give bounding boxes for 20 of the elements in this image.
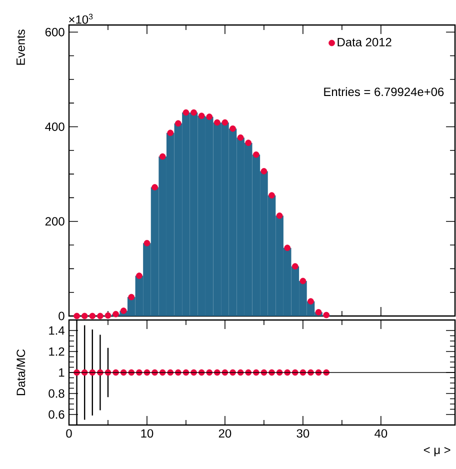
x-tick-label: 30 (296, 429, 310, 438)
y-tick-label: 0.6 (48, 410, 64, 419)
y-tick-label: 200 (45, 217, 64, 226)
x-tick-label: 20 (218, 429, 232, 438)
x-tick-label: 40 (374, 429, 388, 438)
y-tick-label: 1 (59, 368, 64, 377)
x-tick-label: 0 (66, 429, 72, 438)
x-tick-label: 10 (141, 429, 154, 438)
annotation: Entries = 6.79924e+06 (324, 87, 444, 96)
text: ×10$^{3}$ (69, 14, 93, 24)
y-tick-label: 1.2 (49, 347, 64, 356)
y-tick-label: 600 (45, 28, 64, 36)
y-axis-title: Data/MC (16, 349, 26, 396)
y-tick-label: 0 (58, 312, 64, 320)
x-axis-title: < μ > (424, 447, 450, 456)
y-tick-label: 400 (45, 122, 64, 131)
legend-label: Data 2012 (338, 38, 392, 46)
y-tick-label: 1.4 (49, 326, 64, 335)
y-tick-label: 0.8 (48, 389, 64, 398)
y-axis-title: Events (16, 30, 25, 65)
